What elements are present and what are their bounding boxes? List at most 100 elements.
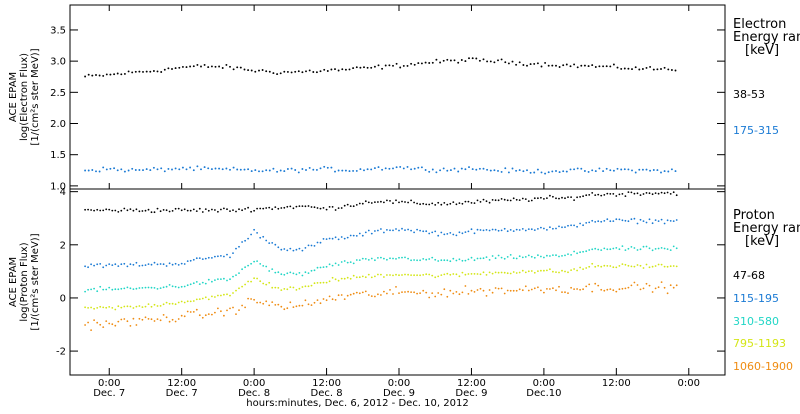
data-point (518, 199, 521, 202)
data-point (422, 202, 425, 205)
data-point (395, 286, 397, 288)
data-point (180, 209, 183, 212)
series-115-195 (84, 217, 678, 269)
data-point (666, 219, 669, 222)
data-point (386, 229, 388, 231)
data-point (458, 202, 461, 205)
data-point (485, 229, 488, 231)
data-point (292, 306, 295, 308)
data-point (250, 262, 253, 265)
data-point (443, 233, 446, 236)
data-point (330, 68, 333, 71)
data-point (304, 247, 307, 249)
data-point (325, 299, 328, 302)
data-point (290, 71, 293, 74)
data-point (250, 170, 253, 173)
data-point (297, 70, 300, 73)
data-point (457, 170, 460, 173)
data-point (135, 287, 138, 290)
data-point (99, 323, 102, 326)
data-point (87, 169, 90, 172)
data-point (232, 306, 234, 309)
data-point (178, 66, 181, 69)
data-point (349, 205, 352, 208)
data-point (286, 307, 289, 310)
data-point (417, 62, 420, 65)
data-point (159, 319, 162, 322)
y-axis-title-line: ACE EPAM (8, 257, 19, 307)
data-point (470, 273, 473, 275)
data-point (214, 279, 216, 281)
data-point (301, 286, 304, 288)
data-point (562, 170, 565, 173)
data-point (159, 210, 162, 213)
data-point (114, 288, 117, 291)
data-point (570, 286, 572, 289)
data-point (150, 305, 153, 308)
data-point (555, 271, 557, 273)
x-tick-time-label: 0:00 (243, 378, 265, 389)
data-point (102, 326, 105, 328)
data-point (113, 73, 116, 76)
data-point (355, 204, 358, 206)
legend-title-line: Energy ran (733, 30, 800, 45)
data-point (325, 281, 328, 284)
data-point (470, 202, 473, 204)
data-point (458, 231, 461, 234)
data-point (204, 314, 207, 317)
x-tick-time-label: 0:00 (533, 378, 555, 389)
data-point (428, 232, 431, 235)
data-point (226, 279, 228, 282)
data-point (670, 168, 673, 171)
data-point (482, 58, 485, 61)
data-point (221, 67, 224, 69)
data-point (183, 263, 186, 265)
data-point (217, 307, 219, 310)
data-point (377, 257, 379, 259)
data-point (105, 264, 108, 267)
x-tick-date-label: Dec. 9 (383, 388, 415, 399)
data-point (308, 166, 311, 169)
data-point (341, 169, 344, 172)
data-point (591, 262, 594, 265)
data-point (340, 236, 343, 238)
data-point (431, 231, 434, 234)
data-point (129, 287, 132, 290)
data-point (530, 228, 533, 231)
data-point (533, 287, 536, 290)
data-point (651, 265, 654, 268)
data-point (567, 253, 569, 256)
data-point (156, 168, 159, 171)
data-point (374, 259, 376, 262)
data-point (564, 291, 566, 294)
data-point (419, 292, 421, 294)
data-point (135, 208, 138, 211)
data-point (398, 274, 400, 277)
data-point (229, 294, 231, 297)
data-point (663, 247, 666, 250)
data-point (431, 274, 434, 277)
data-point (181, 166, 184, 169)
data-point (422, 274, 425, 276)
data-point (123, 262, 126, 265)
data-point (370, 257, 373, 260)
data-point (90, 263, 92, 266)
data-point (220, 208, 222, 211)
data-point (241, 268, 244, 271)
data-point (623, 168, 626, 171)
data-point (177, 318, 180, 320)
data-point (623, 67, 626, 70)
data-point (271, 301, 274, 303)
data-point (289, 286, 292, 288)
data-point (280, 248, 283, 251)
data-point (120, 73, 123, 76)
data-point (377, 201, 379, 203)
data-point (461, 202, 464, 205)
data-point (283, 206, 286, 209)
data-point (189, 65, 192, 68)
data-point (479, 257, 482, 260)
data-point (636, 222, 639, 225)
data-point (585, 267, 588, 269)
data-point (171, 318, 174, 321)
data-point (123, 287, 126, 290)
